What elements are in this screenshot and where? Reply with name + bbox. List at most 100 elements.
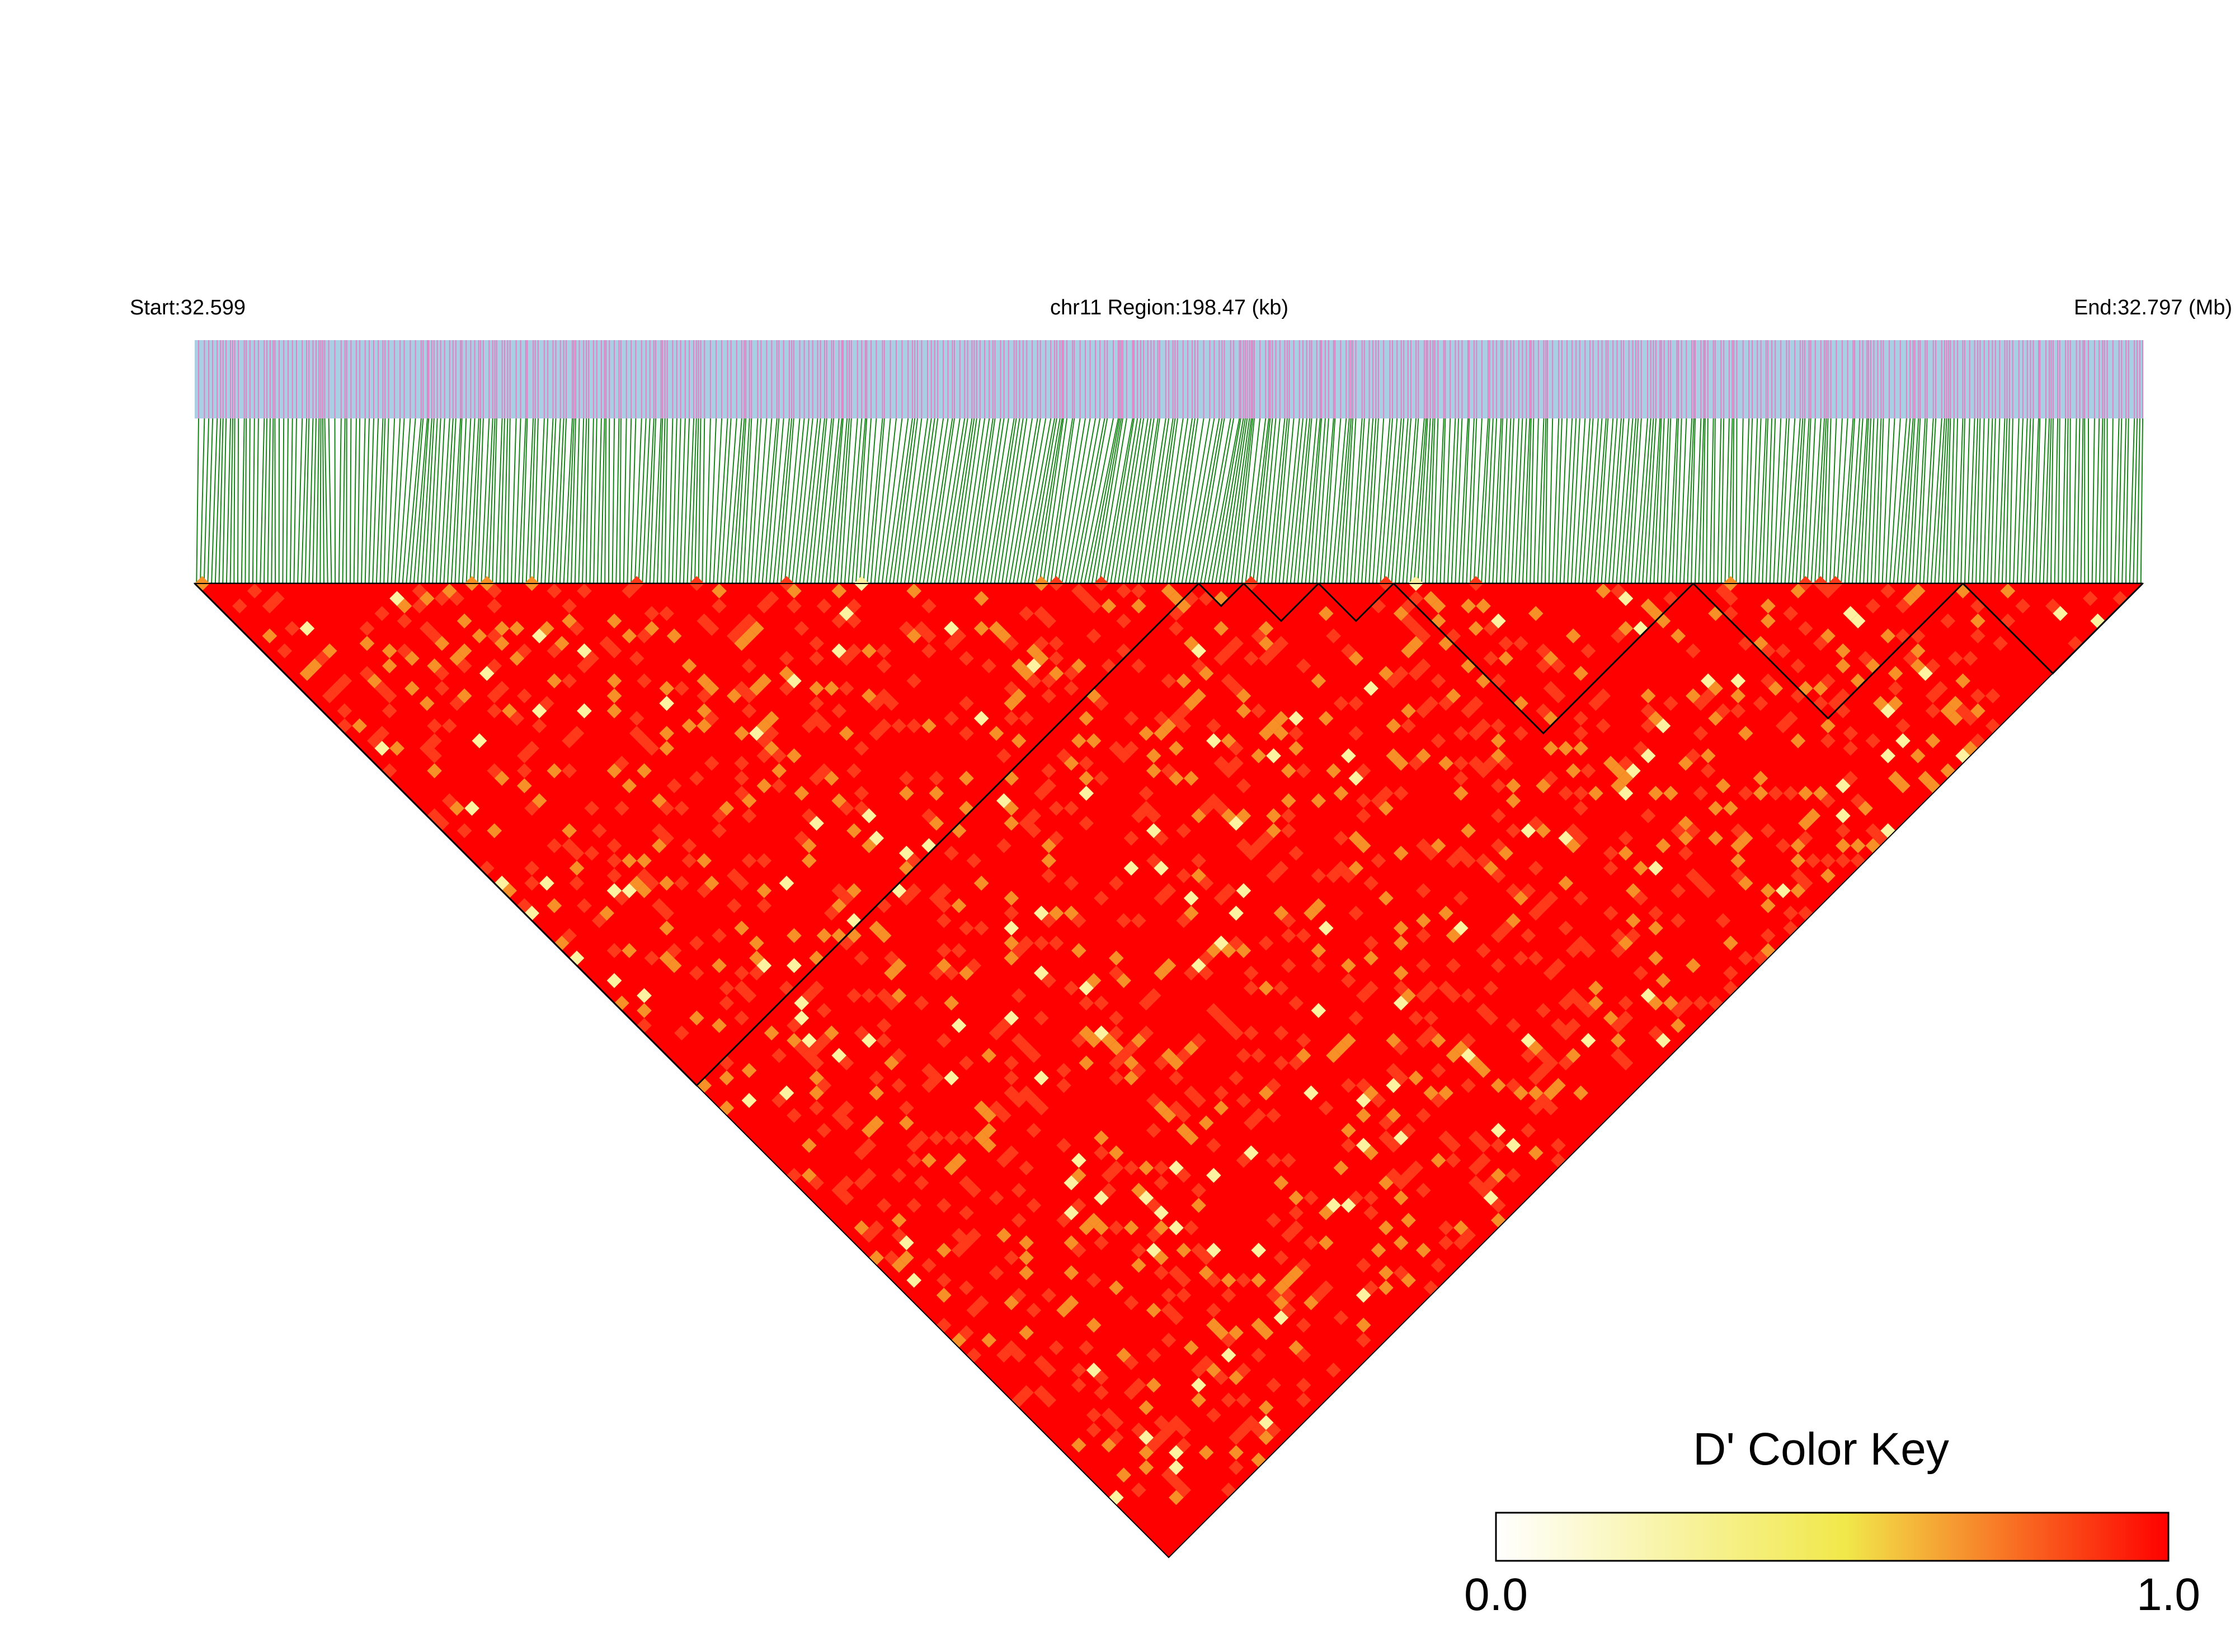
snp-connector [1338, 418, 1352, 584]
ld-cell [1304, 1085, 1319, 1101]
ld-cell [1341, 1077, 1356, 1093]
ld-cell [1820, 793, 1836, 808]
ld-cell [1431, 838, 1446, 854]
snp-connector [1016, 418, 1047, 584]
ld-cell [1138, 1430, 1154, 1446]
ld-cell [1655, 973, 1671, 989]
ld-cell [1551, 688, 1566, 704]
snp-connector [1035, 418, 1063, 584]
ld-cell [599, 905, 614, 921]
snp-connector [1282, 418, 1300, 584]
ld-cell [1341, 748, 1356, 764]
snp-connector [2125, 418, 2129, 584]
ld-cell [1071, 913, 1086, 928]
ld-cell [449, 695, 465, 711]
ld-cell [1273, 1295, 1289, 1311]
ld-cell [1573, 995, 1588, 1011]
ld-cell [1498, 636, 1513, 651]
ld-cell [1408, 636, 1424, 651]
ld-cell [1543, 1055, 1559, 1071]
ld-cell [1611, 628, 1626, 644]
snp-connector [2065, 418, 2069, 584]
ld-cell [1723, 980, 1738, 996]
snp-connector [1331, 418, 1347, 584]
ld-cell [2045, 598, 2060, 614]
snp-connector [1252, 418, 1271, 584]
ld-cell [1123, 1160, 1139, 1175]
ld-cell [1408, 1160, 1424, 1175]
snp-connector [1593, 418, 1607, 584]
ld-cell [1138, 1025, 1154, 1041]
snp-connector [1241, 418, 1261, 584]
ld-cell [1393, 980, 1409, 996]
ld-cell [1446, 1048, 1461, 1063]
ld-cell [1490, 1138, 1506, 1153]
ld-cell [1154, 1175, 1169, 1190]
ld-cell [1011, 943, 1027, 958]
ld-cell [749, 950, 764, 966]
ld-cell [944, 966, 959, 981]
ld-cell [1026, 1198, 1042, 1213]
snp-connector [982, 418, 1009, 584]
ld-cell [1229, 1445, 1244, 1460]
ld-cell [637, 628, 652, 644]
snp-connector [428, 418, 438, 584]
ld-cell [1790, 838, 1806, 854]
ld-cell [1108, 1160, 1124, 1175]
ld-cell [427, 748, 442, 764]
ld-cell [1048, 636, 1064, 651]
snp-connector [1582, 418, 1594, 584]
ld-cell [614, 801, 629, 816]
ld-cell [1251, 838, 1267, 854]
ld-cell [1970, 688, 1985, 704]
ld-cell [1071, 733, 1086, 749]
ld-cell [1521, 1123, 1536, 1138]
ld-cell [1251, 628, 1267, 644]
snp-connector [1987, 418, 1993, 584]
ld-cell [1288, 741, 1304, 756]
snp-connector [256, 418, 259, 584]
snp-connector [1084, 418, 1119, 584]
ld-cell [681, 658, 697, 674]
ld-cell [1401, 1213, 1416, 1228]
snp-connector [1432, 418, 1439, 584]
ld-cell [1761, 898, 1776, 914]
snp-connector [1421, 418, 1431, 584]
ld-cell [1521, 1033, 1536, 1048]
snp-connector [1608, 418, 1622, 584]
ld-cell [1116, 1348, 1131, 1363]
ld-cell [1723, 966, 1738, 981]
ld-cell [876, 928, 892, 943]
ld-cell [389, 741, 404, 756]
ld-cell [1026, 1093, 1042, 1108]
ld-cell [1154, 966, 1169, 981]
snp-connector [1589, 418, 1603, 584]
ld-cell [898, 1100, 914, 1116]
ld-cell [1588, 995, 1603, 1011]
ld-cell [1213, 1010, 1229, 1026]
ld-cell [816, 928, 832, 943]
ld-cell [637, 1003, 652, 1018]
snp-connector [840, 418, 852, 584]
ld-cell [1056, 1077, 1071, 1093]
ld-cell [539, 695, 554, 711]
ld-cell [1311, 793, 1326, 808]
ld-cell [1551, 1152, 1566, 1168]
snp-connector [1889, 418, 1901, 584]
ld-cell [599, 636, 614, 651]
ld-cell [374, 606, 390, 621]
ld-cell [1738, 726, 1753, 741]
snp-connector [604, 418, 607, 584]
snp-connector [1818, 418, 1827, 584]
snp-connector [1556, 418, 1563, 584]
ld-cell [1258, 1325, 1274, 1340]
ld-cell [1588, 695, 1603, 711]
ld-cell [1708, 606, 1723, 621]
snp-connector [709, 418, 717, 584]
ld-cell [944, 636, 959, 651]
snp-connector [978, 418, 1005, 584]
ld-cell [929, 891, 944, 906]
snp-connector [788, 418, 805, 584]
ld-cell [1333, 695, 1349, 711]
ld-cell [1176, 1242, 1192, 1258]
